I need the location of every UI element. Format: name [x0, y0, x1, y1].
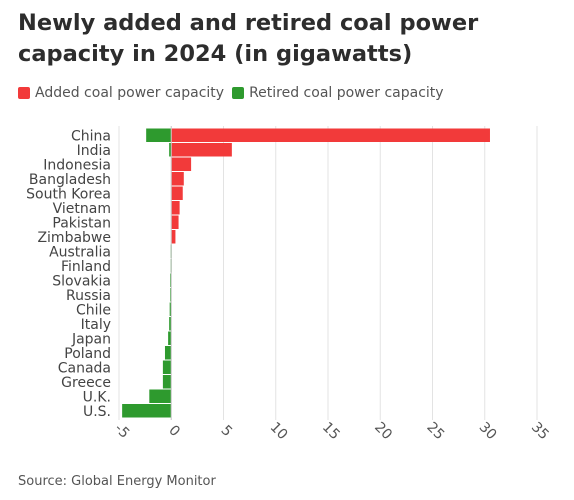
- x-tick-label: 35: [528, 419, 552, 443]
- x-tick-label: 0: [165, 422, 183, 440]
- category-label: Canada: [58, 360, 111, 376]
- retired-bar-14: [168, 331, 172, 345]
- category-label: Greece: [61, 375, 111, 391]
- added-bar-2: [171, 157, 192, 171]
- added-bar-7: [171, 230, 176, 244]
- legend-label-retired: Retired coal power capacity: [249, 85, 444, 101]
- x-tick-label: 20: [371, 419, 395, 443]
- chart-title: Newly added and retired coal power capac…: [18, 10, 479, 67]
- category-label: U.K.: [83, 389, 111, 405]
- added-bar-6: [171, 215, 179, 229]
- retired-bar-12: [169, 302, 172, 316]
- category-label: Zimbabwe: [37, 230, 111, 246]
- category-label: Chile: [76, 302, 111, 318]
- retired-bar-10: [170, 273, 172, 287]
- legend-item-retired: Retired coal power capacity: [232, 85, 444, 101]
- category-label: India: [77, 143, 111, 159]
- category-label: U.S.: [83, 404, 111, 420]
- retired-bar-16: [162, 360, 172, 374]
- category-label: Australia: [49, 244, 111, 260]
- category-label: Bangladesh: [29, 172, 111, 188]
- added-bar-3: [171, 172, 184, 186]
- x-tick-label: 15: [319, 419, 343, 443]
- retired-bar-1: [169, 143, 172, 157]
- added-bar-1: [171, 143, 232, 157]
- x-tick-label: 25: [423, 419, 447, 443]
- category-label: Japan: [71, 331, 111, 347]
- retired-bar-18: [149, 389, 172, 403]
- retired-bar-19: [122, 404, 172, 418]
- legend-label-added: Added coal power capacity: [35, 85, 225, 101]
- legend-swatch-added: [18, 87, 30, 99]
- retired-bar-13: [169, 317, 172, 331]
- added-bar-4: [171, 186, 183, 200]
- added-bar-5: [171, 201, 180, 215]
- category-label: Pakistan: [52, 215, 111, 231]
- category-label: Indonesia: [43, 157, 111, 173]
- category-label: Poland: [64, 346, 111, 362]
- x-tick-label: 5: [218, 422, 236, 440]
- legend-item-added: Added coal power capacity: [18, 85, 224, 101]
- x-tick-label: -5: [111, 421, 132, 442]
- category-label: Vietnam: [53, 201, 111, 217]
- added-bar-0: [171, 128, 490, 142]
- category-label: South Korea: [26, 186, 111, 202]
- category-label: Finland: [61, 259, 111, 275]
- source-note: Source: Global Energy Monitor: [18, 474, 216, 489]
- x-tick-label: 10: [267, 419, 291, 443]
- retired-bar-11: [170, 288, 172, 302]
- category-label: Slovakia: [52, 273, 111, 289]
- x-tick-label: 30: [476, 419, 500, 443]
- retired-bar-17: [162, 375, 172, 389]
- legend-swatch-retired: [232, 87, 245, 99]
- category-label: Italy: [81, 317, 111, 333]
- category-label: Russia: [66, 288, 111, 304]
- chart-legend: Added coal power capacity Retired coal p…: [18, 85, 452, 101]
- category-label: China: [71, 128, 111, 144]
- retired-bar-0: [146, 128, 172, 142]
- retired-bar-15: [164, 346, 172, 360]
